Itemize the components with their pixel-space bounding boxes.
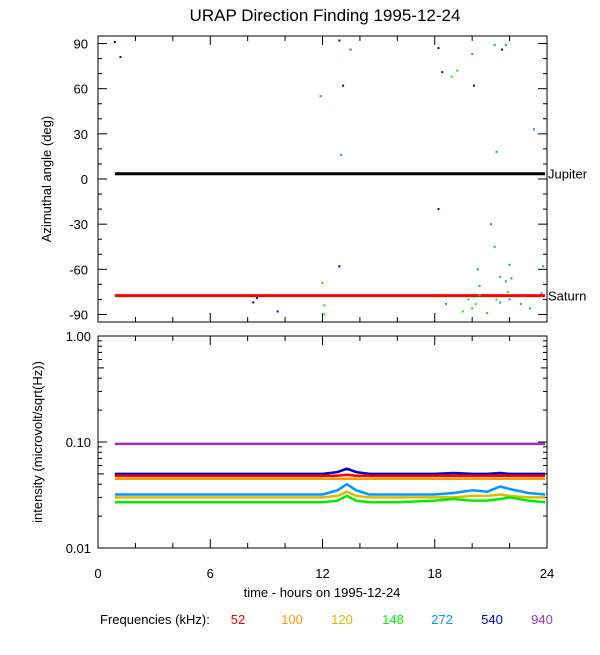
direction-point — [501, 48, 504, 51]
bottom-y-tick-label: 1.00 — [66, 329, 91, 344]
direction-point — [476, 268, 479, 271]
direction-point — [506, 290, 509, 293]
direction-point — [321, 281, 324, 284]
bottom-y-ticks: 1.00 0.10 0.01 — [66, 329, 547, 556]
top-y-tick-label: 90 — [74, 37, 88, 52]
direction-point — [471, 53, 474, 56]
top-y-tick-label: -90 — [69, 307, 88, 322]
direction-points — [113, 39, 545, 316]
top-y-tick-label: -30 — [69, 217, 88, 232]
direction-point — [444, 302, 447, 305]
direction-point — [489, 223, 492, 226]
direction-point — [495, 298, 498, 301]
top-x-ticks — [97, 36, 548, 322]
legend-item-272: 272 — [431, 612, 453, 627]
direction-point — [510, 277, 513, 280]
direction-point — [532, 128, 535, 131]
direction-point — [256, 296, 259, 299]
intensity-series — [114, 442, 546, 504]
direction-point — [319, 95, 322, 98]
direction-point — [508, 298, 511, 301]
bottom-y-tick-label: 0.10 — [66, 435, 91, 450]
direction-point — [461, 310, 464, 313]
direction-point — [252, 301, 255, 304]
top-y-tick-label: 0 — [81, 172, 88, 187]
series-line-52 — [114, 473, 546, 478]
top-y-axis-label: Azimuthal angle (deg) — [39, 116, 54, 242]
top-y-ticks: 90 60 30 0 -30 -60 -90 — [69, 37, 547, 322]
legend-item-120: 120 — [331, 612, 353, 627]
bottom-x-ticks: 0 6 12 18 24 — [94, 336, 554, 581]
direction-point — [119, 56, 122, 59]
legend-item-100: 100 — [281, 612, 303, 627]
direction-point — [499, 301, 502, 304]
reference-label-jupiter: Jupiter — [548, 167, 588, 182]
direction-point — [508, 263, 511, 266]
direction-point — [437, 47, 440, 50]
series-line-540 — [114, 467, 546, 476]
direction-point — [276, 310, 279, 313]
bottom-y-axis-label: intensity (microvolt/sqrt(Hz)) — [30, 361, 45, 523]
series-line-148 — [114, 494, 546, 504]
direction-point — [493, 245, 496, 248]
direction-point — [519, 302, 522, 305]
top-y-tick-label: 30 — [74, 127, 88, 142]
direction-point — [529, 307, 532, 310]
legend-title: Frequencies (kHz): — [100, 612, 210, 627]
x-tick-label: 12 — [315, 566, 329, 581]
legend-item-148: 148 — [382, 612, 404, 627]
x-axis-label: time - hours on 1995-12-24 — [244, 585, 401, 600]
direction-point — [456, 69, 459, 72]
reference-lines: Jupiter Saturn — [114, 167, 588, 304]
x-tick-label: 6 — [207, 566, 214, 581]
direction-point — [323, 304, 326, 307]
direction-point — [467, 298, 470, 301]
x-tick-label: 0 — [94, 566, 101, 581]
legend-item-52: 52 — [231, 612, 245, 627]
direction-point — [542, 265, 545, 268]
direction-point — [349, 48, 352, 51]
direction-point — [504, 280, 507, 283]
series-line-272 — [114, 482, 546, 496]
direction-point — [340, 153, 343, 156]
direction-point — [499, 275, 502, 278]
bottom-y-tick-label: 0.01 — [66, 541, 91, 556]
legend-item-940: 940 — [531, 612, 553, 627]
direction-point — [323, 313, 326, 316]
direction-point — [113, 41, 116, 44]
x-tick-label: 18 — [428, 566, 442, 581]
direction-point — [540, 292, 543, 295]
direction-point — [338, 265, 341, 268]
direction-point — [478, 284, 481, 287]
direction-point — [474, 302, 477, 305]
direction-point — [495, 150, 498, 153]
direction-point — [493, 44, 496, 47]
direction-point — [471, 307, 474, 310]
x-tick-label: 24 — [540, 566, 554, 581]
top-y-tick-label: -60 — [69, 262, 88, 277]
top-panel-frame — [97, 35, 548, 323]
series-line-120 — [114, 490, 546, 499]
direction-point — [450, 75, 453, 78]
chart-title: URAP Direction Finding 1995-12-24 — [190, 6, 461, 25]
direction-point — [342, 84, 345, 87]
direction-point — [504, 44, 507, 47]
direction-point — [478, 293, 481, 296]
direction-point — [437, 208, 440, 211]
bottom-panel-frame — [97, 335, 548, 549]
reference-label-saturn: Saturn — [548, 289, 586, 304]
frequency-legend: Frequencies (kHz): 52 100 120 148 272 540 940 — [100, 612, 553, 627]
legend-item-540: 540 — [481, 612, 503, 627]
direction-point — [441, 71, 444, 74]
top-y-tick-label: 60 — [74, 82, 88, 97]
direction-point — [473, 84, 476, 87]
direction-point — [486, 311, 489, 314]
direction-point — [338, 39, 341, 42]
